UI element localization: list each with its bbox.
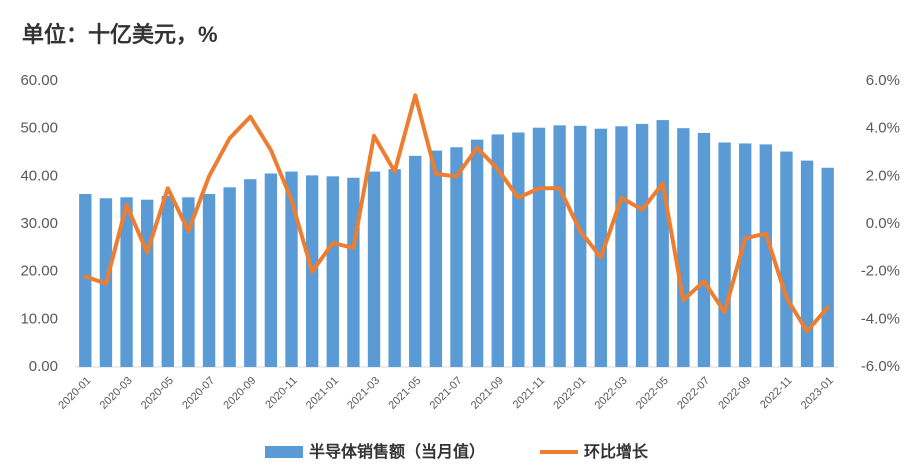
bar [264, 173, 278, 367]
x-tick-label: 2021-07 [428, 375, 465, 412]
x-tick-label: 2021-05 [386, 375, 423, 412]
bar [409, 155, 422, 367]
x-tick-label: 2022-07 [675, 375, 712, 412]
y-tick-label: 20.00 [20, 263, 58, 280]
bar [470, 139, 484, 367]
bar [759, 144, 773, 367]
x-tick-label: 2020-05 [139, 375, 176, 412]
x-tick-label: 2021-01 [304, 375, 341, 412]
x-tick-label: 2022-11 [758, 375, 794, 411]
y2-tick-label: 2.0% [866, 167, 900, 184]
bar [347, 177, 360, 367]
x-tick-label: 2022-01 [551, 375, 588, 412]
y-tick-label: 30.00 [20, 215, 58, 232]
bar [223, 187, 236, 367]
bar [140, 199, 154, 367]
bar [697, 132, 711, 367]
bar [429, 150, 443, 367]
x-tick-label: 2020-09 [221, 375, 258, 412]
bar [244, 179, 257, 367]
bar [553, 125, 566, 367]
x-tick-label: 2020-01 [56, 375, 93, 412]
bar [182, 197, 195, 367]
bar [120, 197, 133, 367]
y2-tick-label: -6.0% [861, 358, 900, 375]
x-tick-label: 2020-03 [98, 375, 135, 412]
legend-label: 环比增长 [584, 442, 649, 461]
x-tick-label: 2022-09 [716, 375, 753, 412]
bar [202, 193, 216, 367]
x-tick-label: 2020-07 [180, 375, 217, 412]
y2-tick-label: 4.0% [866, 120, 900, 137]
y-tick-label: 60.00 [20, 72, 58, 89]
y-tick-label: 0.00 [29, 358, 58, 375]
bar [285, 171, 298, 367]
bar [532, 127, 546, 367]
bar [594, 128, 608, 367]
chart-title: 单位：十亿美元，% [22, 22, 218, 47]
y-tick-label: 40.00 [20, 167, 58, 184]
bar [574, 125, 587, 367]
x-tick-label: 2022-03 [593, 375, 630, 412]
bar [161, 195, 174, 367]
bar [491, 134, 504, 367]
x-tick-label: 2021-03 [345, 375, 382, 412]
bar [739, 143, 752, 367]
bar [677, 128, 690, 367]
x-tick-label: 2020-11 [263, 375, 299, 411]
bar [388, 169, 401, 367]
y2-tick-label: 0.0% [866, 215, 900, 232]
bar [718, 142, 731, 367]
bar [800, 160, 814, 367]
y2-tick-label: 6.0% [866, 72, 900, 89]
bar [326, 176, 339, 367]
x-tick-label: 2022-05 [634, 375, 671, 412]
y-tick-label: 10.00 [20, 310, 58, 327]
bar [821, 167, 834, 367]
bar [79, 193, 92, 367]
y2-tick-label: -4.0% [861, 310, 900, 327]
bar [512, 132, 525, 367]
bar [635, 123, 649, 368]
line [83, 93, 830, 334]
bar [615, 126, 628, 368]
bar [450, 147, 463, 367]
bar [367, 171, 381, 367]
x-tick-label: 2023-01 [799, 375, 836, 412]
bar [780, 151, 793, 367]
legend-swatch [265, 446, 303, 458]
x-tick-label: 2021-09 [469, 375, 506, 412]
bar [656, 120, 669, 367]
y2-tick-label: -2.0% [861, 263, 900, 280]
x-tick-label: 2021-11 [511, 375, 547, 411]
legend-label: 半导体销售额（当月值） [309, 442, 485, 461]
y-tick-label: 50.00 [20, 120, 58, 137]
